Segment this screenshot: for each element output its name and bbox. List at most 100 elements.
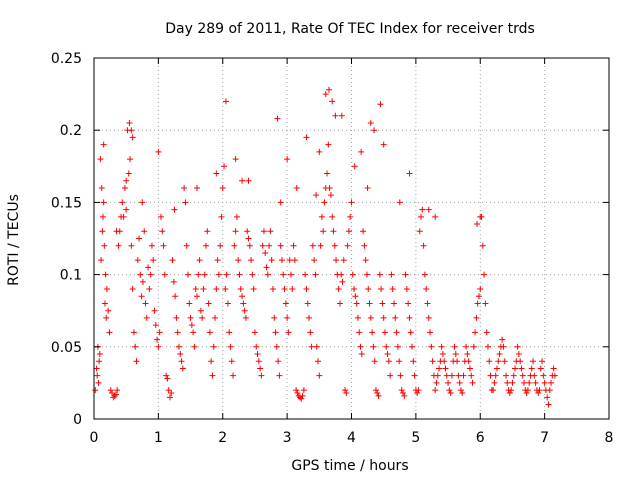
y-tick-label: 0.1: [60, 268, 82, 284]
data-point: [298, 395, 305, 402]
data-point: [199, 314, 206, 321]
data-point: [385, 358, 392, 365]
data-point: [277, 242, 284, 249]
data-point: [150, 257, 157, 264]
data-point: [316, 372, 323, 379]
data-point: [414, 390, 421, 397]
data-point: [128, 242, 135, 249]
data-point: [100, 199, 107, 206]
data-point: [374, 390, 381, 397]
data-point: [293, 387, 300, 394]
data-point: [324, 170, 331, 177]
data-point: [159, 228, 166, 235]
x-tick-label: 3: [283, 430, 292, 446]
data-point: [303, 286, 310, 293]
data-point: [92, 387, 99, 394]
data-point: [313, 343, 320, 350]
data-point: [351, 163, 358, 170]
data-point: [129, 134, 136, 141]
data-point: [103, 286, 110, 293]
data-point: [212, 314, 219, 321]
data-point: [235, 257, 242, 264]
axis-ticks: 0 1 2 3 4 5 6 7 8 0 0.05 0.1 0.15 0.2 0.25: [51, 51, 614, 446]
data-point: [428, 343, 435, 350]
data-point: [246, 242, 253, 249]
data-point: [376, 271, 383, 278]
data-point: [443, 372, 450, 379]
data-point: [98, 184, 105, 191]
data-point: [469, 379, 476, 386]
data-point: [457, 387, 464, 394]
data-point: [196, 257, 203, 264]
data-point: [217, 242, 224, 249]
data-point: [172, 293, 179, 300]
data-point: [482, 300, 489, 307]
data-point: [152, 322, 159, 329]
data-point: [145, 264, 152, 271]
data-point: [148, 242, 155, 249]
data-point: [463, 343, 470, 350]
data-point: [330, 228, 337, 235]
data-point: [233, 213, 240, 220]
data-point: [239, 293, 246, 300]
data-point: [410, 358, 417, 365]
data-point: [415, 387, 422, 394]
data-point: [345, 228, 352, 235]
data-point: [245, 235, 252, 242]
data-point: [348, 199, 355, 206]
data-point: [133, 358, 140, 365]
data-point: [120, 213, 127, 220]
data-point: [526, 379, 533, 386]
data-point: [239, 177, 246, 184]
data-point: [539, 358, 546, 365]
data-point: [166, 394, 173, 401]
data-point: [245, 177, 252, 184]
data-point: [409, 343, 416, 350]
data-point: [179, 365, 186, 372]
data-point: [315, 358, 322, 365]
data-point: [486, 358, 493, 365]
data-point: [367, 314, 374, 321]
data-point: [289, 286, 296, 293]
x-axis-label: GPS time / hours: [291, 458, 408, 474]
data-point: [321, 199, 328, 206]
data-point: [264, 271, 271, 278]
data-point: [168, 390, 175, 397]
data-point: [364, 184, 371, 191]
data-point: [129, 286, 136, 293]
data-point: [340, 257, 347, 264]
data-point: [274, 115, 281, 122]
data-point: [531, 372, 538, 379]
data-point: [375, 392, 382, 399]
data-point: [548, 379, 555, 386]
data-point: [384, 351, 391, 358]
data-point: [105, 307, 112, 314]
data-point: [188, 322, 195, 329]
data-point: [311, 257, 318, 264]
y-tick-label: 0.05: [51, 340, 82, 356]
data-point: [174, 329, 181, 336]
data-point: [123, 177, 130, 184]
data-point: [481, 271, 488, 278]
data-point: [236, 271, 243, 278]
data-point: [398, 387, 405, 394]
data-point: [378, 286, 385, 293]
data-point: [546, 387, 553, 394]
data-point: [329, 98, 336, 105]
y-tick-label: 0.2: [60, 123, 82, 139]
data-point: [329, 213, 336, 220]
data-point: [139, 199, 146, 206]
data-point: [97, 156, 104, 163]
data-point: [509, 379, 516, 386]
data-point: [484, 343, 491, 350]
data-point: [262, 249, 269, 256]
data-point: [459, 390, 466, 397]
data-point: [221, 163, 228, 170]
data-point: [177, 351, 184, 358]
data-point: [134, 257, 141, 264]
data-point: [411, 372, 418, 379]
data-point: [282, 300, 289, 307]
data-point: [370, 343, 377, 350]
data-point: [107, 387, 114, 394]
